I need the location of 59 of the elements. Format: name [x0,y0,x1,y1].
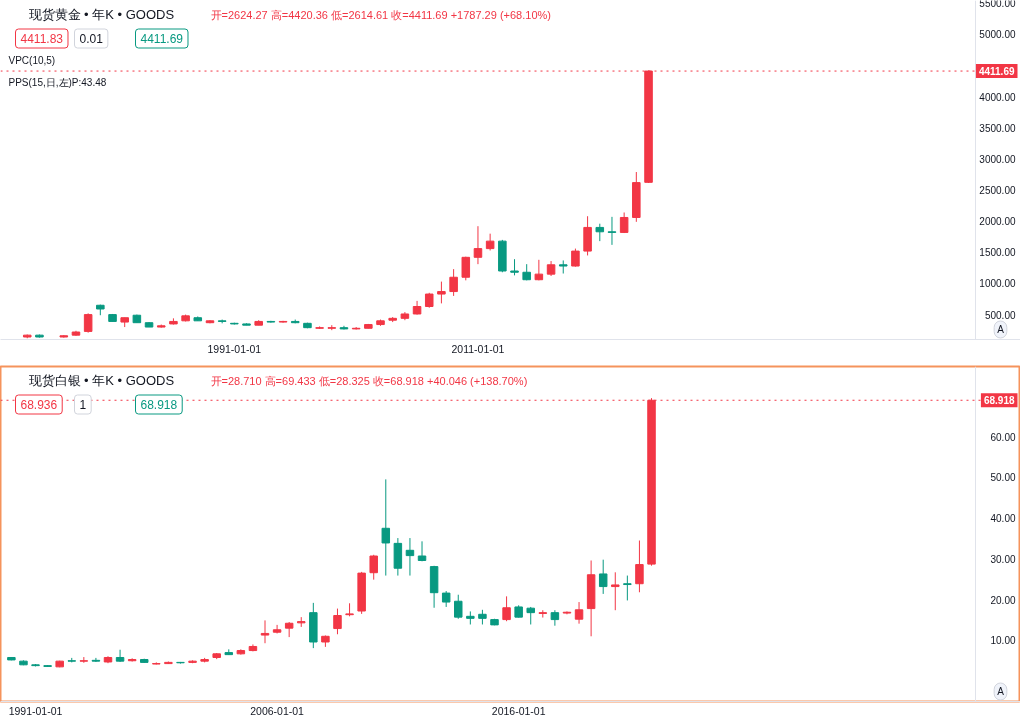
text: 开=2624.27 高=4420.36 低=2614.61 收=4411.69 +1787.29 (+68.10%) [210,8,551,21]
ref-line-label: 4411.69 [978,66,1015,78]
annotation: PPS(15,日,左)P:43.48 [8,77,107,88]
candlestick [571,248,580,268]
candlestick [449,268,458,297]
y-tick-label: 2500.00 [979,185,1016,197]
candlestick [635,540,644,593]
y-tick-label: 10.00 [990,635,1016,647]
annotation: 1 [79,398,87,412]
x-tick-label: 2006-01-01 [250,704,305,717]
candlestick [550,609,560,627]
x-tick-label: 2016-01-01 [491,704,546,717]
y-tick-label: 2000.00 [979,216,1016,228]
y-tick-label: 30.00 [990,553,1016,565]
candlestick [574,601,584,625]
y-tick-label: 3500.00 [979,122,1016,134]
candlestick [83,312,93,334]
annotation: 4411.83 [20,32,64,46]
candlestick [473,225,483,265]
annotation: A [997,686,1005,697]
y-tick-label: 20.00 [990,594,1016,606]
candlestick [598,559,608,595]
y-tick-label: 1500.00 [979,247,1016,259]
annotation: VPC(10,5) [8,55,56,66]
candlestick [454,594,463,620]
y-tick-label: 3000.00 [979,153,1016,165]
candlestick [260,619,270,644]
text: 开=28.710 高=69.433 低=28.325 收=68.918 +40.046 (+138.70%) [210,374,528,387]
candlestick [381,478,391,577]
y-tick-label: 5500.00 [979,0,1016,10]
annotation: 68.918 [140,398,178,412]
y-tick-label: 1000.00 [979,278,1016,290]
annotation: 4411.69 [140,32,184,46]
x-tick-label: 2011-01-01 [451,342,505,355]
annotation: 68.936 [20,398,58,412]
candlestick [405,537,415,577]
candlestick [607,216,617,246]
candlestick [623,575,632,601]
ref-line-label: 68.918 [983,395,1015,407]
candlestick [437,281,446,304]
x-tick-label: 1991-01-01 [8,704,63,717]
candlestick [611,571,620,611]
y-tick-label: 60.00 [990,431,1016,443]
annotation: A [997,324,1005,335]
candlestick [91,657,101,663]
y-tick-label: 50.00 [990,472,1016,484]
candlestick [502,595,511,622]
y-tick-label: 4000.00 [979,91,1016,103]
text: 现货白银 • 年K • GOODS [28,373,175,388]
y-tick-label: 40.00 [990,513,1016,525]
x-tick-label: 1991-01-01 [207,342,262,355]
candlestick [369,554,378,581]
candlestick [115,649,125,663]
candlestick [333,608,342,635]
y-tick-label: 500.00 [984,309,1016,321]
text: 现货黄金 • 年K • GOODS [28,7,175,22]
annotation: 0.01 [79,32,104,46]
candlestick [583,215,592,256]
y-tick-label: 5000.00 [979,29,1016,41]
